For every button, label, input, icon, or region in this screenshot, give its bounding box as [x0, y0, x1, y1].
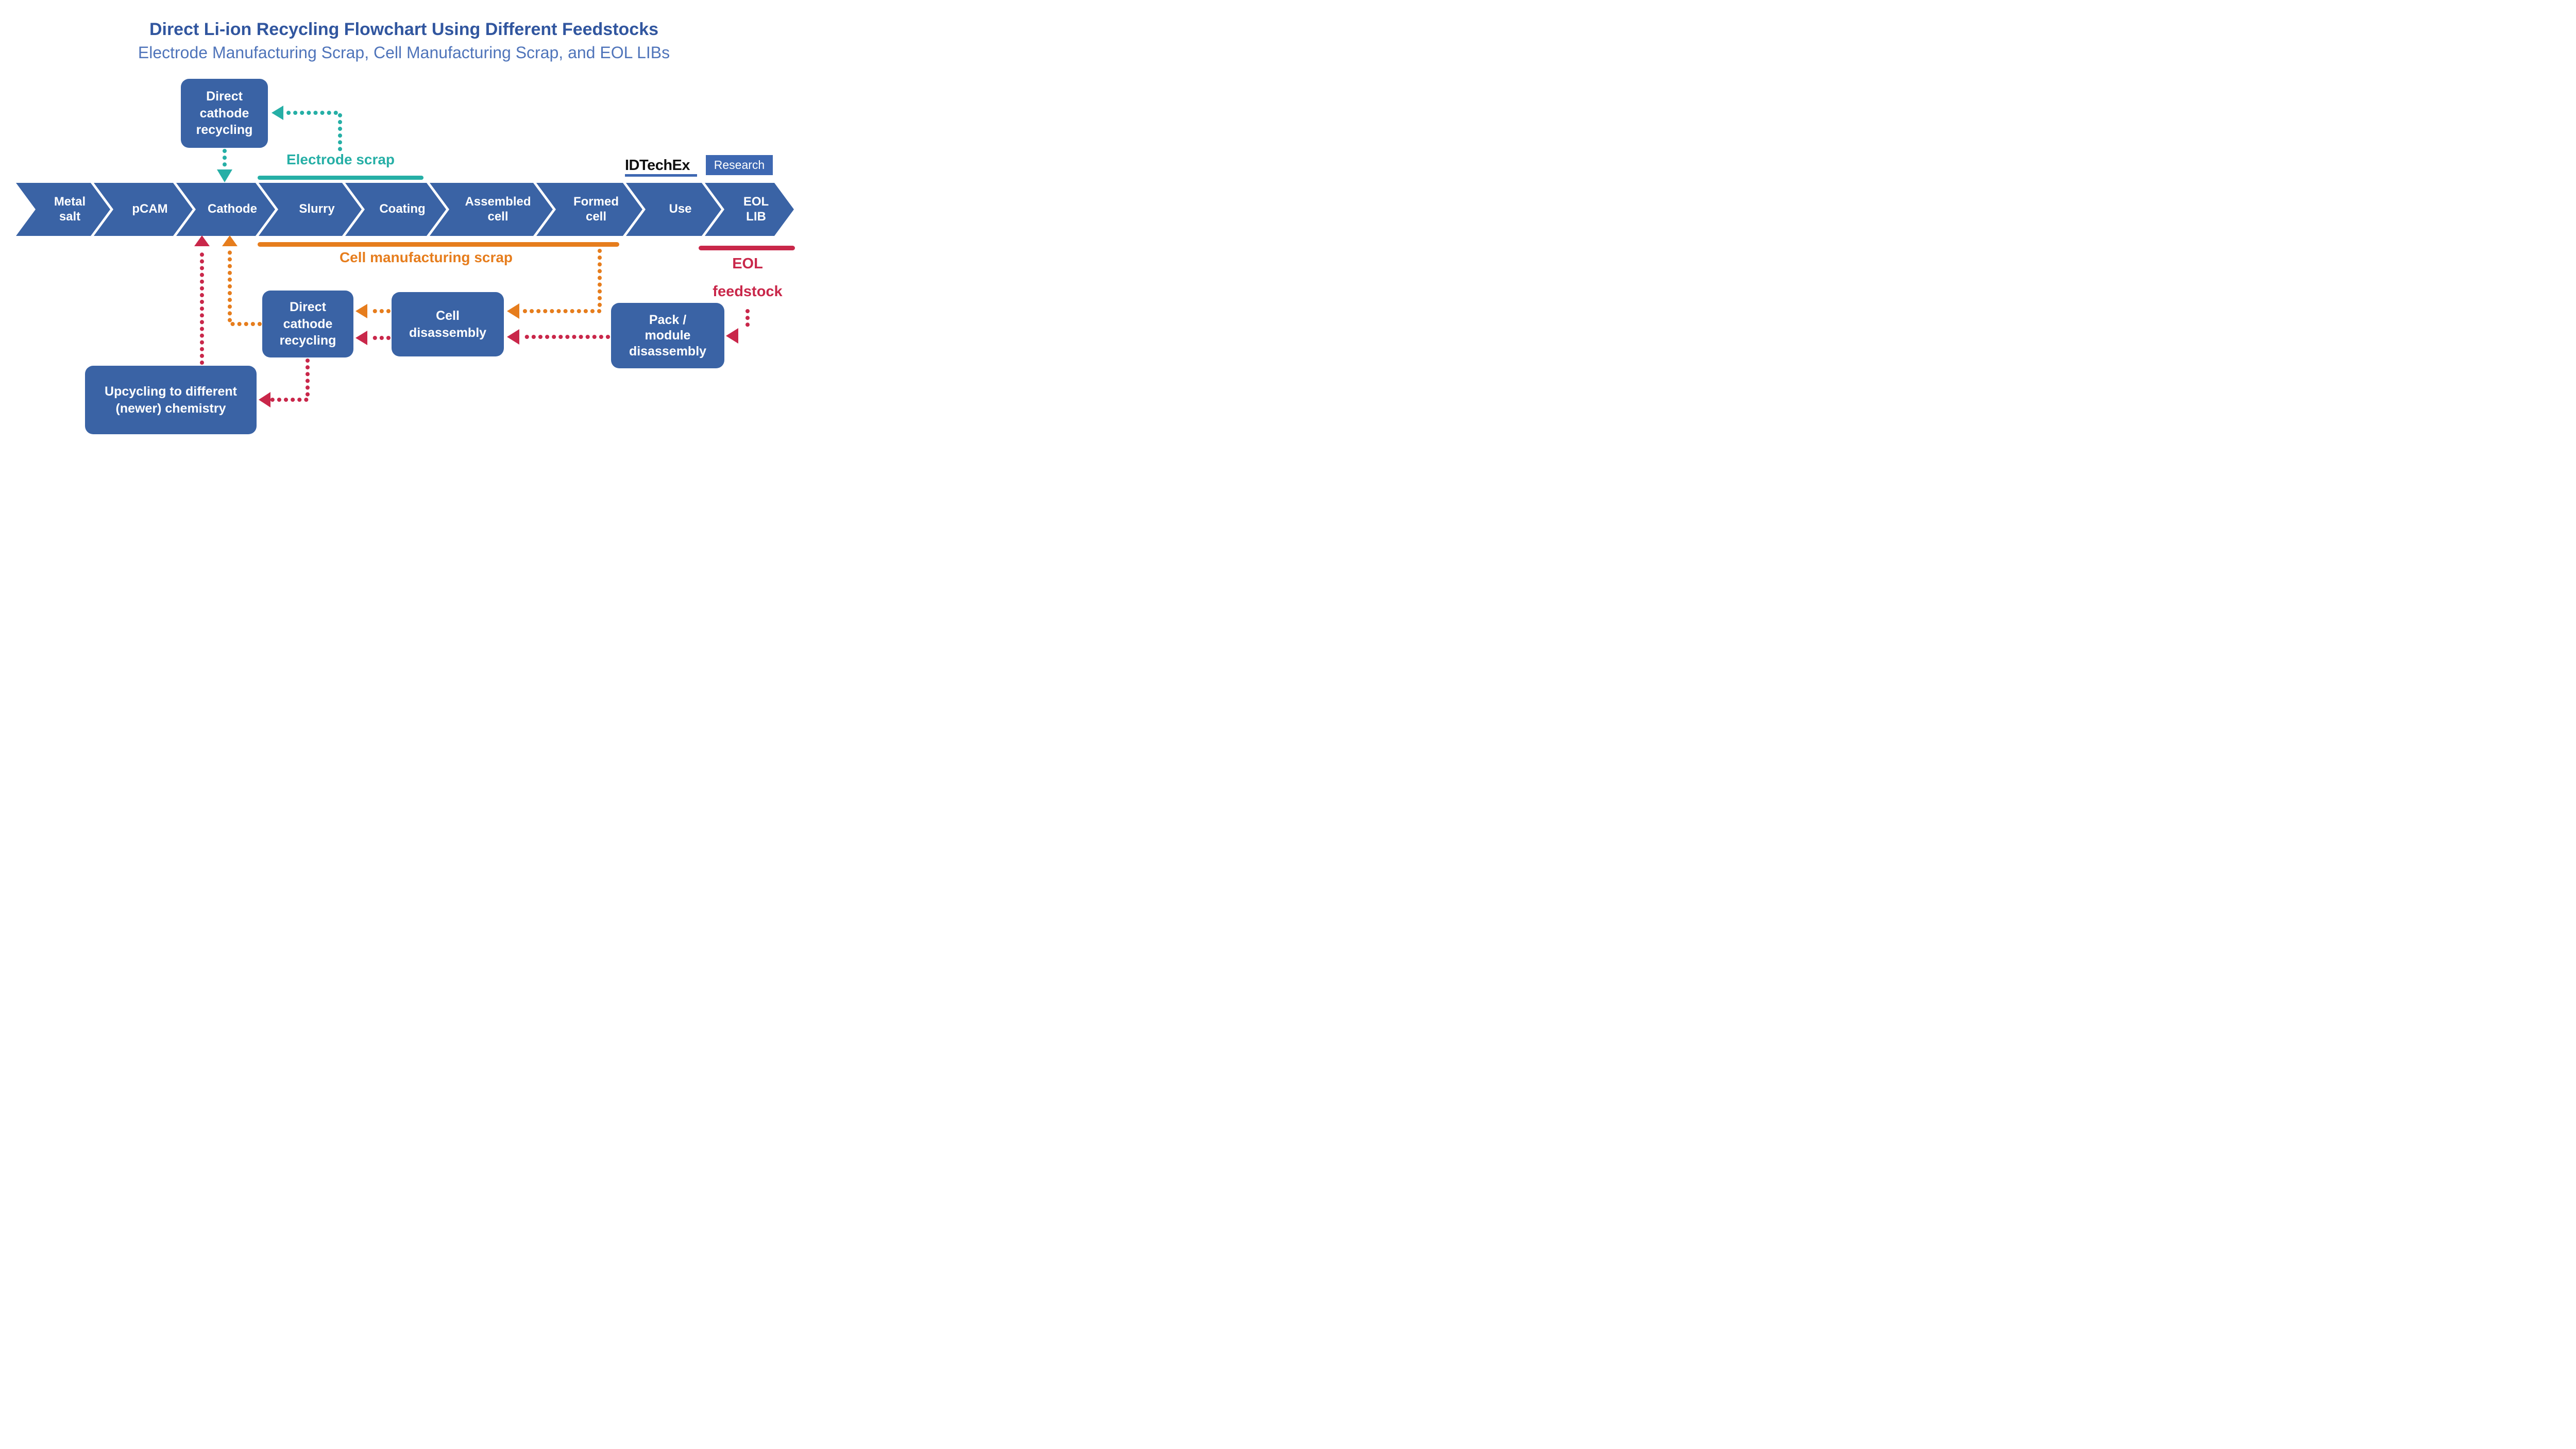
- box-pack-module-disassembly: Pack / module disassembly: [611, 303, 724, 368]
- arrowhead-orange-into-cathode: [222, 235, 238, 246]
- chevron-assembled-cell: Assembled cell: [430, 183, 553, 236]
- box-direct-cathode-recycling-top: Direct cathode recycling: [181, 79, 268, 148]
- eol-feedstock-bracket-bar: [699, 246, 795, 250]
- arrowhead-teal-into-cathode: [217, 169, 232, 182]
- idtechex-logo-underline: [625, 174, 697, 177]
- arrowhead-crimson-into-pack-box: [726, 328, 738, 344]
- connector-electrode-scrap-to-recycling: [286, 111, 342, 151]
- box-upcycling: Upcycling to different (newer) chemistry: [85, 366, 257, 434]
- process-chain: Metal salt pCAM Cathode Slurry Coating As…: [0, 183, 808, 236]
- chevron-eol-lib: EOL LIB: [705, 183, 794, 236]
- label-eol-feedstock-line1: EOL: [732, 255, 763, 272]
- page-subtitle: Electrode Manufacturing Scrap, Cell Manu…: [138, 43, 670, 62]
- label-cell-manufacturing-scrap: Cell manufacturing scrap: [339, 249, 513, 265]
- flowchart-canvas: Direct Li-ion Recycling Flowchart Using …: [0, 0, 808, 454]
- arrowhead-orange-into-cell-disassembly: [507, 303, 519, 319]
- connector-recycling-to-upcycling: [270, 359, 310, 402]
- idtechex-logo-text: IDTechEx: [625, 157, 690, 174]
- arrowhead-crimson-into-upcycling-box: [259, 392, 270, 407]
- arrowhead-crimson-into-cathode: [194, 235, 210, 246]
- arrowhead-crimson-into-mid-recycling-box: [355, 331, 367, 345]
- box-cell-disassembly: Cell disassembly: [392, 292, 504, 356]
- chevron-coating: Coating: [345, 183, 446, 236]
- idtechex-research-badge: Research: [706, 155, 773, 175]
- arrowhead-orange-into-mid-recycling-box: [355, 304, 367, 318]
- arrowhead-crimson-into-cell-disassembly: [507, 329, 519, 345]
- connector-recycling-to-cathode-orange: [228, 247, 262, 326]
- page-title: Direct Li-ion Recycling Flowchart Using …: [149, 20, 659, 39]
- arrowhead-into-top-recycling-box: [272, 106, 283, 120]
- box-direct-cathode-recycling-mid: Direct cathode recycling: [262, 291, 353, 357]
- chevron-metal-salt: Metal salt: [16, 183, 110, 236]
- label-electrode-scrap: Electrode scrap: [286, 151, 395, 167]
- cell-scrap-bracket-bar: [258, 242, 619, 247]
- electrode-scrap-bracket-bar: [258, 176, 423, 180]
- label-eol-feedstock-line2: feedstock: [713, 283, 783, 300]
